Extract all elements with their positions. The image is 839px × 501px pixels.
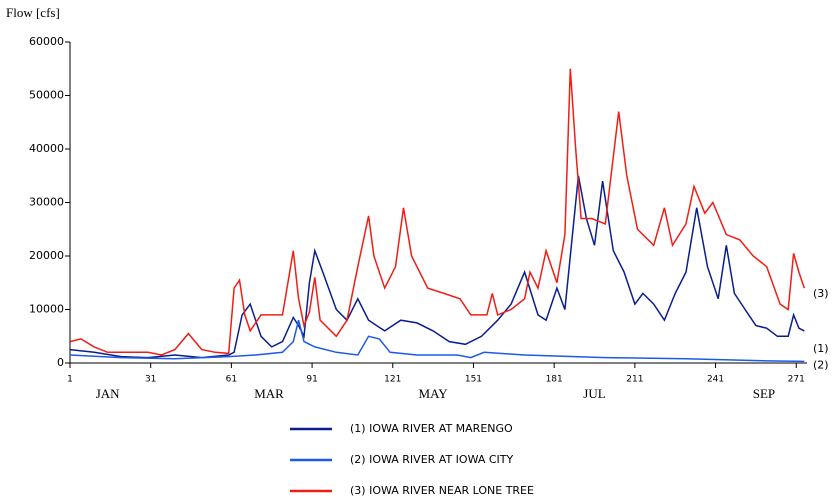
end-label: (3) xyxy=(813,287,829,300)
legend-label: (2) IOWA RIVER AT IOWA CITY xyxy=(350,453,514,466)
y-tick-label: 50000 xyxy=(29,89,64,102)
x-tick-label: 271 xyxy=(788,375,805,385)
x-tick-label: 61 xyxy=(226,375,237,385)
y-tick-label: 20000 xyxy=(29,249,64,262)
end-label: (2) xyxy=(813,358,829,371)
x-tick-label: 181 xyxy=(546,375,563,385)
x-tick-label: 91 xyxy=(306,375,317,385)
x-tick-label: 31 xyxy=(145,375,156,385)
series-line xyxy=(69,320,805,363)
month-label: MAR xyxy=(254,386,284,401)
y-tick-label: 30000 xyxy=(29,196,64,209)
legend-label: (1) IOWA RIVER AT MARENGO xyxy=(350,422,513,435)
x-tick-label: 241 xyxy=(707,375,724,385)
month-label: SEP xyxy=(753,386,775,401)
series-line xyxy=(69,175,805,359)
y-tick-label: 40000 xyxy=(29,142,64,155)
x-tick-label: 151 xyxy=(465,375,482,385)
series-line xyxy=(69,68,806,356)
y-tick-label: 60000 xyxy=(29,35,64,48)
y-axis-label: Flow [cfs] xyxy=(6,5,60,20)
end-label: (1) xyxy=(813,342,829,355)
x-tick-label: 1 xyxy=(67,375,73,385)
x-tick-label: 121 xyxy=(384,375,401,385)
legend-label: (3) IOWA RIVER NEAR LONE TREE xyxy=(350,484,534,497)
y-tick-label: 10000 xyxy=(29,303,64,316)
month-label: JUL xyxy=(583,386,605,401)
y-tick-label: 0 xyxy=(57,356,64,369)
month-label: MAY xyxy=(419,386,449,401)
month-label: JAN xyxy=(96,386,120,401)
x-tick-label: 211 xyxy=(626,375,643,385)
